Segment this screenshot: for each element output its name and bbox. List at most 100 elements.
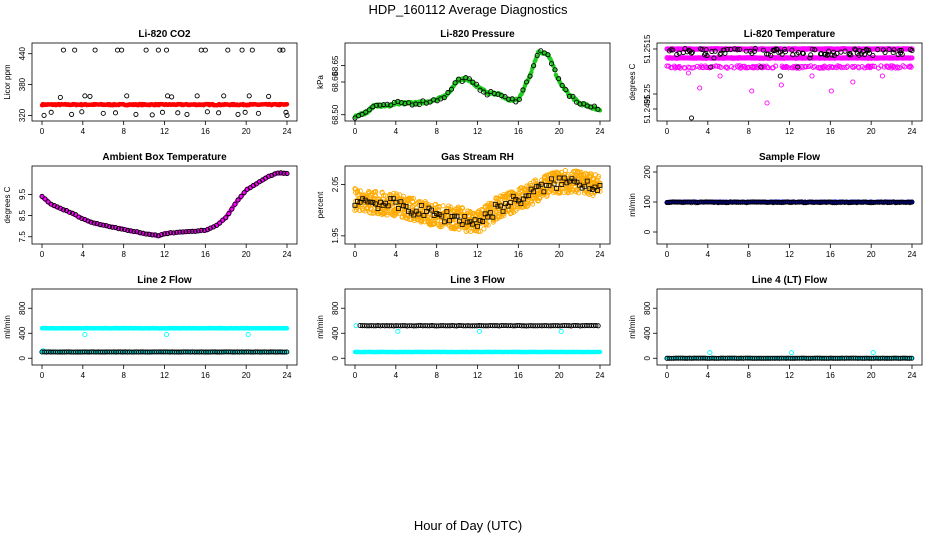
- data-point: [242, 109, 248, 115]
- data-point: [558, 328, 564, 334]
- data-point: [122, 227, 128, 233]
- series-low-band: [664, 63, 914, 71]
- data-point: [226, 211, 232, 217]
- y-tick-label: 51.2515: [643, 34, 652, 63]
- data-point: [143, 47, 149, 53]
- data-point: [513, 196, 519, 202]
- data-point: [51, 202, 57, 209]
- x-tick-label: 24: [908, 127, 917, 136]
- x-tick-label: 8: [746, 250, 751, 259]
- data-point: [165, 231, 171, 237]
- data-point: [207, 225, 213, 231]
- data-point: [427, 216, 433, 222]
- data-point: [551, 63, 556, 69]
- data-point: [831, 49, 837, 55]
- data-point: [480, 219, 486, 224]
- data-point: [848, 52, 854, 58]
- data-point: [87, 93, 93, 99]
- data-point: [473, 81, 480, 87]
- data-point: [575, 190, 582, 196]
- x-tick-label: 12: [785, 250, 794, 259]
- data-point: [496, 214, 502, 220]
- data-point: [808, 52, 814, 58]
- data-point: [556, 175, 562, 181]
- data-point: [737, 47, 743, 53]
- y-tick-label: 400: [18, 326, 27, 340]
- chart-title-rh: Gas Stream RH: [441, 152, 514, 163]
- data-point: [411, 212, 417, 218]
- x-tick-label: 20: [555, 127, 564, 136]
- y-axis-label: kPa: [316, 75, 325, 89]
- data-point: [363, 109, 369, 115]
- data-point: [709, 48, 715, 55]
- y-tick-label: 200: [643, 165, 652, 179]
- y-tick-label: 800: [643, 301, 652, 315]
- data-point: [546, 183, 552, 188]
- y-axis-label: Licor ppm: [3, 64, 12, 99]
- data-point: [106, 224, 112, 230]
- data-point: [870, 52, 876, 59]
- data-point: [824, 52, 830, 59]
- data-point: [581, 101, 587, 107]
- data-point: [768, 52, 774, 58]
- data-point: [591, 103, 597, 109]
- chart-title-licor-temp: Li-820 Temperature: [744, 29, 836, 40]
- data-point: [556, 189, 562, 195]
- data-point: [447, 218, 452, 224]
- data-point: [890, 50, 896, 56]
- data-point: [751, 48, 757, 54]
- data-point: [57, 94, 63, 100]
- data-point: [572, 178, 577, 184]
- x-tick-label: 24: [283, 371, 292, 380]
- data-point: [809, 46, 815, 52]
- data-point: [707, 64, 713, 71]
- data-point: [407, 216, 413, 223]
- x-tick-label: 24: [283, 127, 292, 136]
- data-point: [531, 189, 537, 195]
- data-point: [159, 109, 166, 115]
- y-axis-label: ml/min: [3, 315, 12, 339]
- series-mid-band: [664, 55, 915, 61]
- y-tick-label: 0: [643, 229, 652, 234]
- data-point: [468, 222, 474, 228]
- data-point: [92, 47, 98, 53]
- data-point: [180, 229, 186, 235]
- data-point: [278, 170, 284, 176]
- data-point: [103, 223, 109, 229]
- data-point: [782, 49, 788, 55]
- data-point: [174, 229, 180, 235]
- data-point: [841, 64, 847, 70]
- data-point: [475, 228, 481, 235]
- data-point: [544, 172, 550, 178]
- data-point: [807, 55, 813, 61]
- data-point: [721, 47, 727, 53]
- data-point: [161, 231, 168, 237]
- data-point: [91, 220, 97, 226]
- data-point: [826, 64, 833, 70]
- data-point: [163, 47, 170, 53]
- data-point: [502, 94, 508, 100]
- y-axis-label: degrees C: [628, 63, 637, 100]
- data-point: [183, 229, 189, 235]
- data-point: [562, 168, 568, 174]
- data-point: [204, 109, 210, 115]
- data-point: [710, 64, 716, 70]
- x-tick-label: 24: [283, 250, 292, 259]
- series-pressure: [352, 49, 603, 120]
- data-point: [549, 176, 554, 182]
- data-point: [909, 48, 915, 54]
- data-point: [73, 212, 79, 218]
- x-tick-label: 4: [81, 371, 86, 380]
- data-point: [398, 199, 404, 205]
- y-tick-label: 68.65: [331, 55, 340, 76]
- x-tick-label: 24: [596, 371, 605, 380]
- data-point: [133, 111, 139, 117]
- data-point: [758, 64, 764, 70]
- data-point: [403, 203, 409, 209]
- data-point: [360, 196, 366, 202]
- series-ambient: [39, 101, 290, 108]
- data-point: [436, 212, 442, 217]
- data-point: [850, 79, 856, 85]
- data-point: [280, 47, 286, 53]
- data-point: [217, 220, 223, 226]
